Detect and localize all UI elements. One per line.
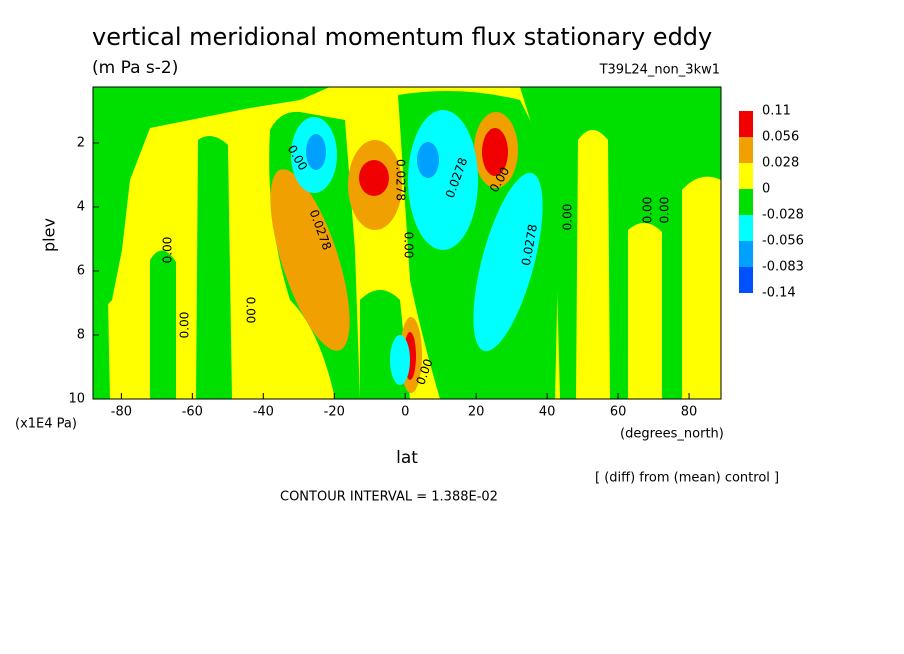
x-tick-label: 40 [539, 405, 556, 420]
colorbar-label: 0.11 [762, 104, 791, 119]
y-tick-label: 2 [77, 136, 85, 151]
colorbar-box [739, 111, 753, 137]
contour-region [270, 169, 350, 351]
y-tick-label: 8 [77, 328, 85, 343]
y-tick-label: 4 [77, 200, 85, 215]
contour-label: 0.0278 [394, 159, 408, 201]
contour-label: 0.00 [244, 297, 258, 324]
contour-region [93, 200, 110, 399]
colorbar-box [739, 163, 753, 189]
x-tick-label: 60 [610, 405, 627, 420]
contour-region [628, 222, 662, 399]
contour-region [576, 130, 610, 399]
contour-region [682, 176, 721, 399]
x-tick-label: -60 [182, 405, 203, 420]
x-tick-label: -40 [253, 405, 274, 420]
contour-region [359, 160, 389, 196]
contour-region [150, 250, 176, 399]
contour-region [482, 128, 508, 176]
colorbar-box [739, 241, 753, 267]
chart-subtitle: (m Pa s-2) [92, 58, 178, 78]
colorbar-label: -0.083 [762, 260, 804, 275]
colorbar-box [739, 215, 753, 241]
contour-region [473, 172, 543, 352]
x-axis-label: lat [396, 448, 418, 468]
x-tick-label: -20 [324, 405, 345, 420]
contour-region [93, 87, 330, 320]
contour-interval: CONTOUR INTERVAL = 1.388E-02 [280, 490, 498, 505]
contour-region [520, 87, 721, 399]
y-units: (x1E4 Pa) [15, 417, 77, 432]
x-tick-label: 80 [681, 405, 698, 420]
plot-frame [92, 86, 722, 400]
plot-area [92, 86, 722, 400]
contour-label: 0.00 [161, 237, 175, 264]
colorbar-label: -0.056 [762, 234, 804, 249]
contour-label: 0.00 [561, 204, 575, 231]
x-tick-label: -80 [111, 405, 132, 420]
contour-region [390, 335, 410, 385]
colorbar-label: 0.028 [762, 156, 799, 171]
contour-region [417, 142, 439, 178]
contour-region [196, 136, 232, 399]
contour-label: 0.00 [658, 197, 672, 224]
note: [ (diff) from (mean) control ] [595, 471, 779, 486]
y-tick-label: 6 [77, 264, 85, 279]
contour-region [408, 110, 478, 250]
contour-label: 0.00 [178, 312, 192, 339]
chart-title: vertical meridional momentum flux statio… [92, 23, 712, 51]
colorbar-label: -0.14 [762, 286, 796, 301]
colorbar-label: 0.056 [762, 130, 799, 145]
y-tick-label: 10 [68, 392, 85, 407]
contour-region [306, 134, 326, 170]
colorbar-box [739, 189, 753, 215]
contour-label: 0.00 [402, 232, 416, 259]
x-units: (degrees_north) [620, 427, 724, 442]
colorbar-box [739, 137, 753, 163]
colorbar-box [739, 267, 753, 293]
x-tick-label: 0 [401, 405, 409, 420]
colorbar-label: -0.028 [762, 208, 804, 223]
y-axis-label: plev [40, 218, 59, 252]
x-tick-label: 20 [468, 405, 485, 420]
colorbar-label: 0 [762, 182, 770, 197]
run-label: T39L24_non_3kw1 [599, 63, 720, 78]
contour-label: 0.00 [641, 197, 655, 224]
